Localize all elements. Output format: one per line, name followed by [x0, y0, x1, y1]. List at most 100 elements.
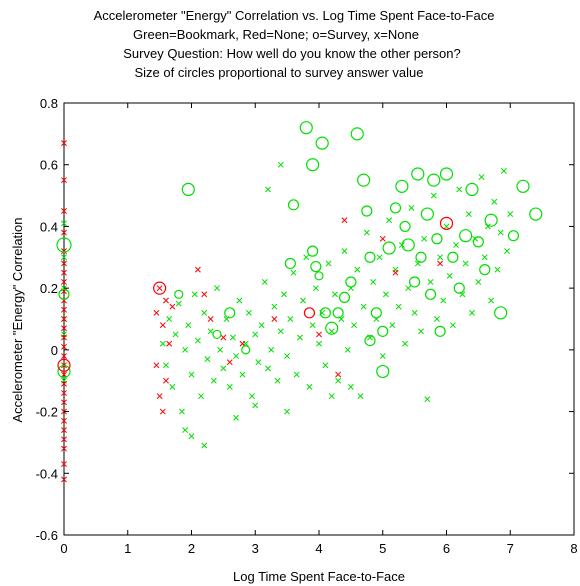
data-point-circle-marker — [357, 173, 371, 187]
data-point-circle-marker — [307, 245, 319, 257]
data-point-x-marker — [430, 192, 437, 199]
data-point-x-marker — [379, 353, 386, 359]
data-point-x-marker — [469, 309, 475, 316]
data-point-x-marker — [293, 371, 300, 378]
data-point-x-marker — [239, 340, 246, 347]
data-point-x-marker — [61, 427, 67, 434]
data-point-circle-marker — [465, 182, 479, 196]
data-point-circle-marker — [57, 358, 71, 372]
data-point-circle-marker — [181, 182, 195, 196]
data-point-x-marker — [424, 396, 431, 403]
y-tick-label: -0.2 — [36, 405, 58, 420]
data-point-circle-marker — [401, 238, 415, 252]
data-point-circle-marker — [303, 307, 316, 319]
data-point-x-marker — [61, 399, 67, 406]
data-point-x-marker — [453, 241, 460, 248]
data-point-circle-marker — [431, 233, 443, 245]
data-point-circle-marker — [58, 288, 70, 300]
y-tick-label: -0.6 — [36, 528, 58, 543]
data-point-x-marker — [207, 328, 214, 335]
data-point-circle-marker — [350, 127, 364, 141]
data-point-x-marker — [169, 383, 176, 390]
data-point-x-marker — [61, 436, 67, 443]
chart-title-line-1: Accelerometer "Energy" Correlation vs. L… — [94, 8, 495, 23]
data-point-x-marker — [61, 390, 67, 397]
data-point-x-marker — [347, 383, 354, 390]
data-point-x-marker — [363, 229, 370, 236]
data-point-circle-marker — [287, 199, 300, 211]
data-point-x-marker — [488, 297, 495, 304]
data-point-x-marker — [166, 340, 173, 347]
data-point-x-marker — [191, 291, 198, 298]
data-point-x-marker — [163, 362, 169, 369]
data-point-x-marker — [233, 414, 240, 421]
data-point-x-marker — [178, 408, 185, 415]
data-point-x-marker — [159, 408, 166, 415]
data-point-circle-marker — [382, 241, 396, 255]
x-tick-label: 7 — [507, 541, 514, 556]
data-point-x-marker — [341, 217, 348, 224]
data-point-x-marker — [405, 285, 412, 292]
x-tick-label: 3 — [252, 541, 259, 556]
data-point-x-marker — [465, 211, 472, 218]
data-point-circle-marker — [174, 289, 184, 299]
data-point-x-marker — [421, 235, 428, 242]
data-point-circle-marker — [345, 276, 357, 288]
data-point-x-marker — [484, 223, 491, 230]
data-point-x-marker — [316, 340, 322, 347]
data-point-x-marker — [159, 322, 166, 329]
chart-title-line-4: Size of circles proportional to survey a… — [134, 65, 423, 80]
data-point-circle-marker — [310, 260, 322, 273]
data-point-x-marker — [382, 291, 389, 298]
plot-area — [56, 102, 575, 536]
data-point-x-marker — [395, 303, 402, 310]
y-tick-label: 0.6 — [40, 158, 58, 173]
data-point-x-marker — [402, 340, 409, 347]
data-point-circle-marker — [389, 202, 402, 214]
data-point-x-marker — [309, 322, 316, 329]
data-point-x-marker — [61, 445, 67, 452]
x-axis-label: Log Time Spent Face-to-Face — [233, 569, 405, 584]
data-point-x-marker — [386, 217, 393, 224]
data-point-x-marker — [233, 353, 240, 359]
y-tick-label: 0 — [51, 343, 58, 358]
data-point-x-marker — [344, 346, 351, 353]
data-point-x-marker — [392, 269, 399, 276]
data-point-x-marker — [61, 177, 67, 184]
data-point-x-marker — [280, 291, 287, 298]
data-point-circle-marker — [299, 121, 313, 135]
data-point-x-marker — [245, 309, 252, 316]
data-point-x-marker — [163, 297, 169, 304]
data-point-x-marker — [153, 362, 160, 369]
data-point-x-marker — [182, 346, 189, 353]
data-point-x-marker — [284, 408, 291, 415]
data-point-x-marker — [325, 260, 332, 267]
data-point-x-marker — [328, 328, 335, 335]
data-point-x-marker — [370, 279, 377, 285]
data-point-x-marker — [255, 359, 262, 366]
data-point-circle-marker — [319, 307, 331, 319]
data-point-x-marker — [341, 248, 348, 255]
data-point-x-marker — [437, 260, 444, 267]
data-point-x-marker — [277, 161, 284, 168]
data-point-x-marker — [201, 309, 208, 316]
data-point-x-marker — [61, 334, 67, 341]
data-point-x-marker — [491, 198, 498, 205]
data-point-x-marker — [201, 442, 208, 449]
data-point-x-marker — [411, 309, 418, 316]
data-point-x-marker — [61, 353, 67, 359]
x-tick-label: 8 — [570, 541, 577, 556]
data-point-x-marker — [61, 343, 67, 350]
data-point-x-marker — [156, 285, 163, 292]
data-point-x-marker — [322, 362, 329, 369]
data-point-x-marker — [303, 254, 310, 261]
data-point-x-marker — [61, 325, 67, 332]
data-point-x-marker — [357, 393, 364, 400]
data-point-x-marker — [61, 461, 67, 467]
data-point-x-marker — [61, 269, 67, 276]
data-point-x-marker — [335, 377, 342, 384]
data-point-x-marker — [61, 417, 67, 424]
data-point-circle-marker — [153, 281, 167, 295]
data-point-x-marker — [433, 316, 440, 322]
data-point-circle-marker — [453, 282, 465, 294]
